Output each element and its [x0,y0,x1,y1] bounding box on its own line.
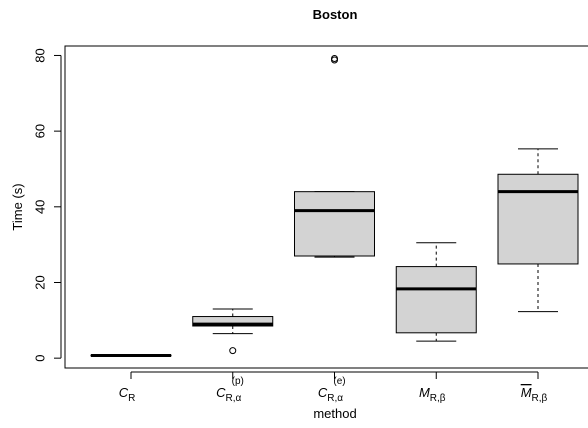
y-tick-label: 80 [33,48,48,62]
x-tick-superscript: (p) [232,376,244,387]
y-tick-label: 60 [33,124,48,138]
x-tick-label: CR [119,385,136,404]
box-iqr [294,191,375,257]
box-iqr [395,266,477,334]
box-3 [294,54,375,258]
box-group [90,54,579,358]
outlier-point [331,54,338,62]
x-tick-label: MR,β [419,385,446,404]
y-axis-label: Time (s) [10,183,25,230]
outlier-point [229,347,237,355]
x-tick-label: MR,β [521,385,548,404]
x-tick-label: CR,α [318,385,343,404]
box-1 [90,354,172,358]
box-iqr [497,173,579,265]
box-iqr [192,316,274,327]
y-tick-label: 20 [33,275,48,289]
box-2 [192,308,274,355]
box-4 [395,242,477,342]
y-axis: 0 20 40 60 80 [33,48,62,362]
chart-title: Boston [313,7,358,22]
x-axis: CR CR,α(p)CR,α(e)MR,β MR,β [119,371,548,404]
x-tick-superscript: (e) [333,376,345,387]
x-axis-label: method [313,406,356,421]
plot-frame [64,45,588,369]
y-tick-label: 40 [33,200,48,214]
y-tick-label: 0 [33,355,48,362]
box-5 [497,148,579,313]
x-tick-label: CR,α [216,385,241,404]
